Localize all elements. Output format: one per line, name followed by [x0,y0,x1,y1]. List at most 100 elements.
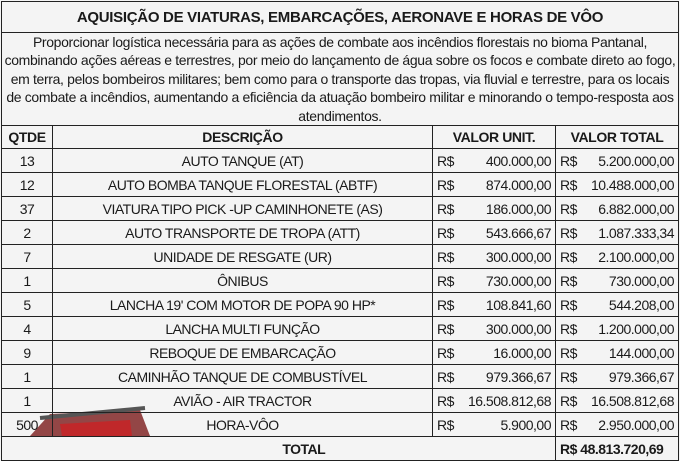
header-qtde: QTDE [1,125,53,150]
description-cell: UNIDADE DE RESGATE (UR) [52,244,433,270]
header-valor-unit: VALOR UNIT. [432,125,556,150]
total-value: 1.087.333,34 [598,224,674,241]
qty-cell: 37 [1,196,53,222]
table-row: 1 CAMINHÃO TANQUE DE COMBUSTÍVEL R$ 979.3… [1,364,679,390]
total-value: 979.366,67 [608,368,675,385]
total-value: 16.508.812,68 [590,392,675,409]
unit-value: 186.000,00 [485,200,552,217]
unit-value: 400.000,00 [485,152,552,169]
total-value-cell: R$ 5.200.000,00 [555,148,679,174]
total-value: 1.200.000,00 [598,320,674,337]
total-value: 2.950.000,00 [598,416,674,433]
unit-value-cell: R$ 730.000,00 [432,268,556,294]
table-row: 4 LANCHA MULTI FUNÇÃO R$ 300.000,00 R$ 1.2… [1,316,679,342]
description-cell: AUTO TRANSPORTE DE TROPA (ATT) [52,220,433,246]
qty-cell: 500 [1,412,53,438]
description-cell: ÔNIBUS [52,268,433,294]
currency-label: R$ [560,320,577,337]
currency-label: R$ [437,200,454,217]
table-row: 13 AUTO TANQUE (AT) R$ 400.000,00 R$ 5.200… [1,148,679,174]
table-row: 2 AUTO TRANSPORTE DE TROPA (ATT) R$ 543.6… [1,220,679,246]
unit-value: 300.000,00 [485,320,552,337]
total-label: TOTAL [52,436,556,461]
currency-label: R$ [560,296,577,313]
table-row: 37 VIATURA TIPO PICK -UP CAMINHONETE (AS… [1,196,679,222]
unit-value: 16.000,00 [493,344,551,361]
description-cell: VIATURA TIPO PICK -UP CAMINHONETE (AS) [52,196,433,222]
currency-label: R$ [560,416,577,433]
description-cell: HORA-VÔO [52,412,433,438]
qty-cell: 12 [1,172,53,198]
description-cell: REBOQUE DE EMBARCAÇÃO [52,340,433,366]
header-row: QTDE DESCRIÇÃO VALOR UNIT. VALOR TOTAL [1,125,679,150]
table-row: 5 LANCHA 19' COM MOTOR DE POPA 90 HP* R$… [1,292,679,318]
unit-value-cell: R$ 874.000,00 [432,172,556,198]
unit-value: 16.508.812,68 [467,392,552,409]
currency-label: R$ [437,344,454,361]
empty-cell [1,436,53,461]
currency-label: R$ [560,200,577,217]
table-row: 9 REBOQUE DE EMBARCAÇÃO R$ 16.000,00 R$ 14… [1,340,679,366]
qty-cell: 1 [1,364,53,390]
table-row: 7 UNIDADE DE RESGATE (UR) R$ 300.000,00 R… [1,244,679,270]
qty-cell: 2 [1,220,53,246]
unit-value-cell: R$ 16.000,00 [432,340,556,366]
currency-label: R$ [560,368,577,385]
total-value-cell: R$ 16.508.812,68 [555,388,679,414]
currency-label: R$ [437,296,454,313]
qty-cell: 13 [1,148,53,174]
unit-value: 730.000,00 [485,272,552,289]
unit-value-cell: R$ 108.841,60 [432,292,556,318]
qty-cell: 9 [1,340,53,366]
unit-value-cell: R$ 979.366,67 [432,364,556,390]
description-cell: AVIÃO - AIR TRACTOR [52,388,433,414]
qty-cell: 5 [1,292,53,318]
description-cell: LANCHA 19' COM MOTOR DE POPA 90 HP* [52,292,433,318]
total-value: 5.200.000,00 [598,152,674,169]
unit-value-cell: R$ 5.900,00 [432,412,556,438]
unit-value: 108.841,60 [485,296,552,313]
table-row: 1 ÔNIBUS R$ 730.000,00 R$ 730.000,00 [1,268,679,294]
unit-value-cell: R$ 300.000,00 [432,244,556,270]
total-value-cell: R$ 2.950.000,00 [555,412,679,438]
currency-label: R$ [437,392,454,409]
total-value-cell: R$ 2.100.000,00 [555,244,679,270]
total-value-cell: R$ 979.366,67 [555,364,679,390]
document-title: AQUISIÇÃO DE VIATURAS, EMBARCAÇÕES, AERO… [1,1,679,33]
total-value: 10.488.000,00 [590,176,675,193]
currency-label: R$ [437,152,454,169]
currency-label: R$ [560,392,577,409]
description-cell: AUTO BOMBA TANQUE FLORESTAL (ABTF) [52,172,433,198]
description-cell: LANCHA MULTI FUNÇÃO [52,316,433,342]
qty-cell: 4 [1,316,53,342]
unit-value-cell: R$ 16.508.812,68 [432,388,556,414]
description-cell: CAMINHÃO TANQUE DE COMBUSTÍVEL [52,364,433,390]
total-value-cell: R$ 544.208,00 [555,292,679,318]
unit-value: 5.900,00 [500,416,552,433]
unit-value: 979.366,67 [485,368,552,385]
unit-value-cell: R$ 543.666,67 [432,220,556,246]
total-value: 2.100.000,00 [598,248,674,265]
currency-label: R$ [437,248,454,265]
description-cell: AUTO TANQUE (AT) [52,148,433,174]
total-value-cell: R$ 10.488.000,00 [555,172,679,198]
currency-label: R$ [560,344,577,361]
description-paragraph: Proporcionar logística necessária para a… [1,31,679,127]
currency-label: R$ [560,272,577,289]
unit-value-cell: R$ 400.000,00 [432,148,556,174]
total-row: TOTAL R$ 48.813.720,69 [1,436,679,461]
unit-value-cell: R$ 186.000,00 [432,196,556,222]
total-value-cell: R$ 730.000,00 [555,268,679,294]
total-value: 730.000,00 [608,272,675,289]
unit-value: 874.000,00 [485,176,552,193]
header-descricao: DESCRIÇÃO [52,125,433,150]
currency-label: R$ [437,416,454,433]
grand-total-value: R$ 48.813.720,69 [555,436,679,461]
currency-label: R$ [437,224,454,241]
total-value: 544.208,00 [608,296,675,313]
unit-value: 300.000,00 [485,248,552,265]
header-valor-total: VALOR TOTAL [555,125,679,150]
total-value: 144.000,00 [608,344,675,361]
qty-cell: 7 [1,244,53,270]
